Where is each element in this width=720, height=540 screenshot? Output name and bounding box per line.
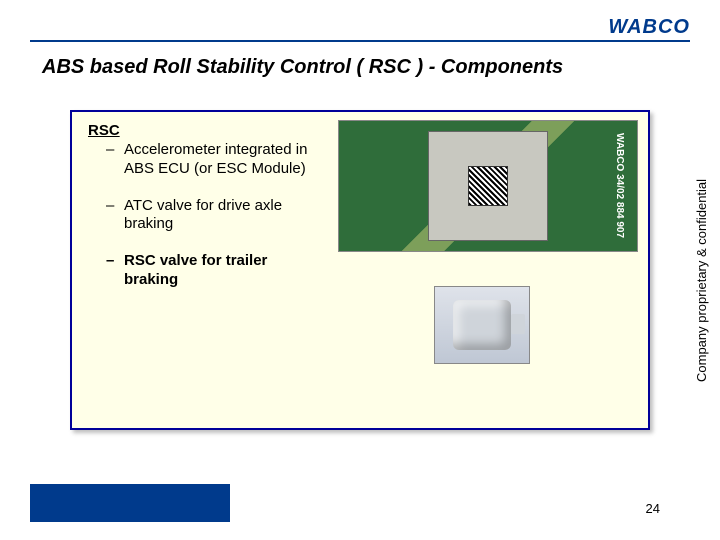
footer-brand-bar bbox=[30, 484, 230, 522]
valve-image bbox=[434, 286, 530, 364]
chip-graphic bbox=[428, 131, 548, 241]
content-panel: RSC Accelerometer integrated in ABS ECU … bbox=[70, 110, 650, 430]
brand-logo: WABCO bbox=[560, 16, 690, 38]
chip-side-label: WABCO 34/02 884 907 bbox=[614, 133, 625, 238]
brand-logo-text: WABCO bbox=[608, 16, 690, 39]
qr-graphic bbox=[468, 166, 508, 206]
accelerometer-image: WABCO 34/02 884 907 bbox=[338, 120, 638, 252]
header-divider bbox=[30, 40, 690, 42]
list-item: RSC valve for trailer braking bbox=[106, 252, 316, 290]
valve-graphic bbox=[453, 300, 511, 350]
slide-title: ABS based Roll Stability Control ( RSC )… bbox=[42, 56, 563, 79]
list-item: ATC valve for drive axle braking bbox=[106, 197, 316, 235]
page-number: 24 bbox=[646, 501, 660, 516]
list-item: Accelerometer integrated in ABS ECU (or … bbox=[106, 141, 316, 179]
confidential-label: Company proprietary & confidential bbox=[694, 140, 712, 420]
